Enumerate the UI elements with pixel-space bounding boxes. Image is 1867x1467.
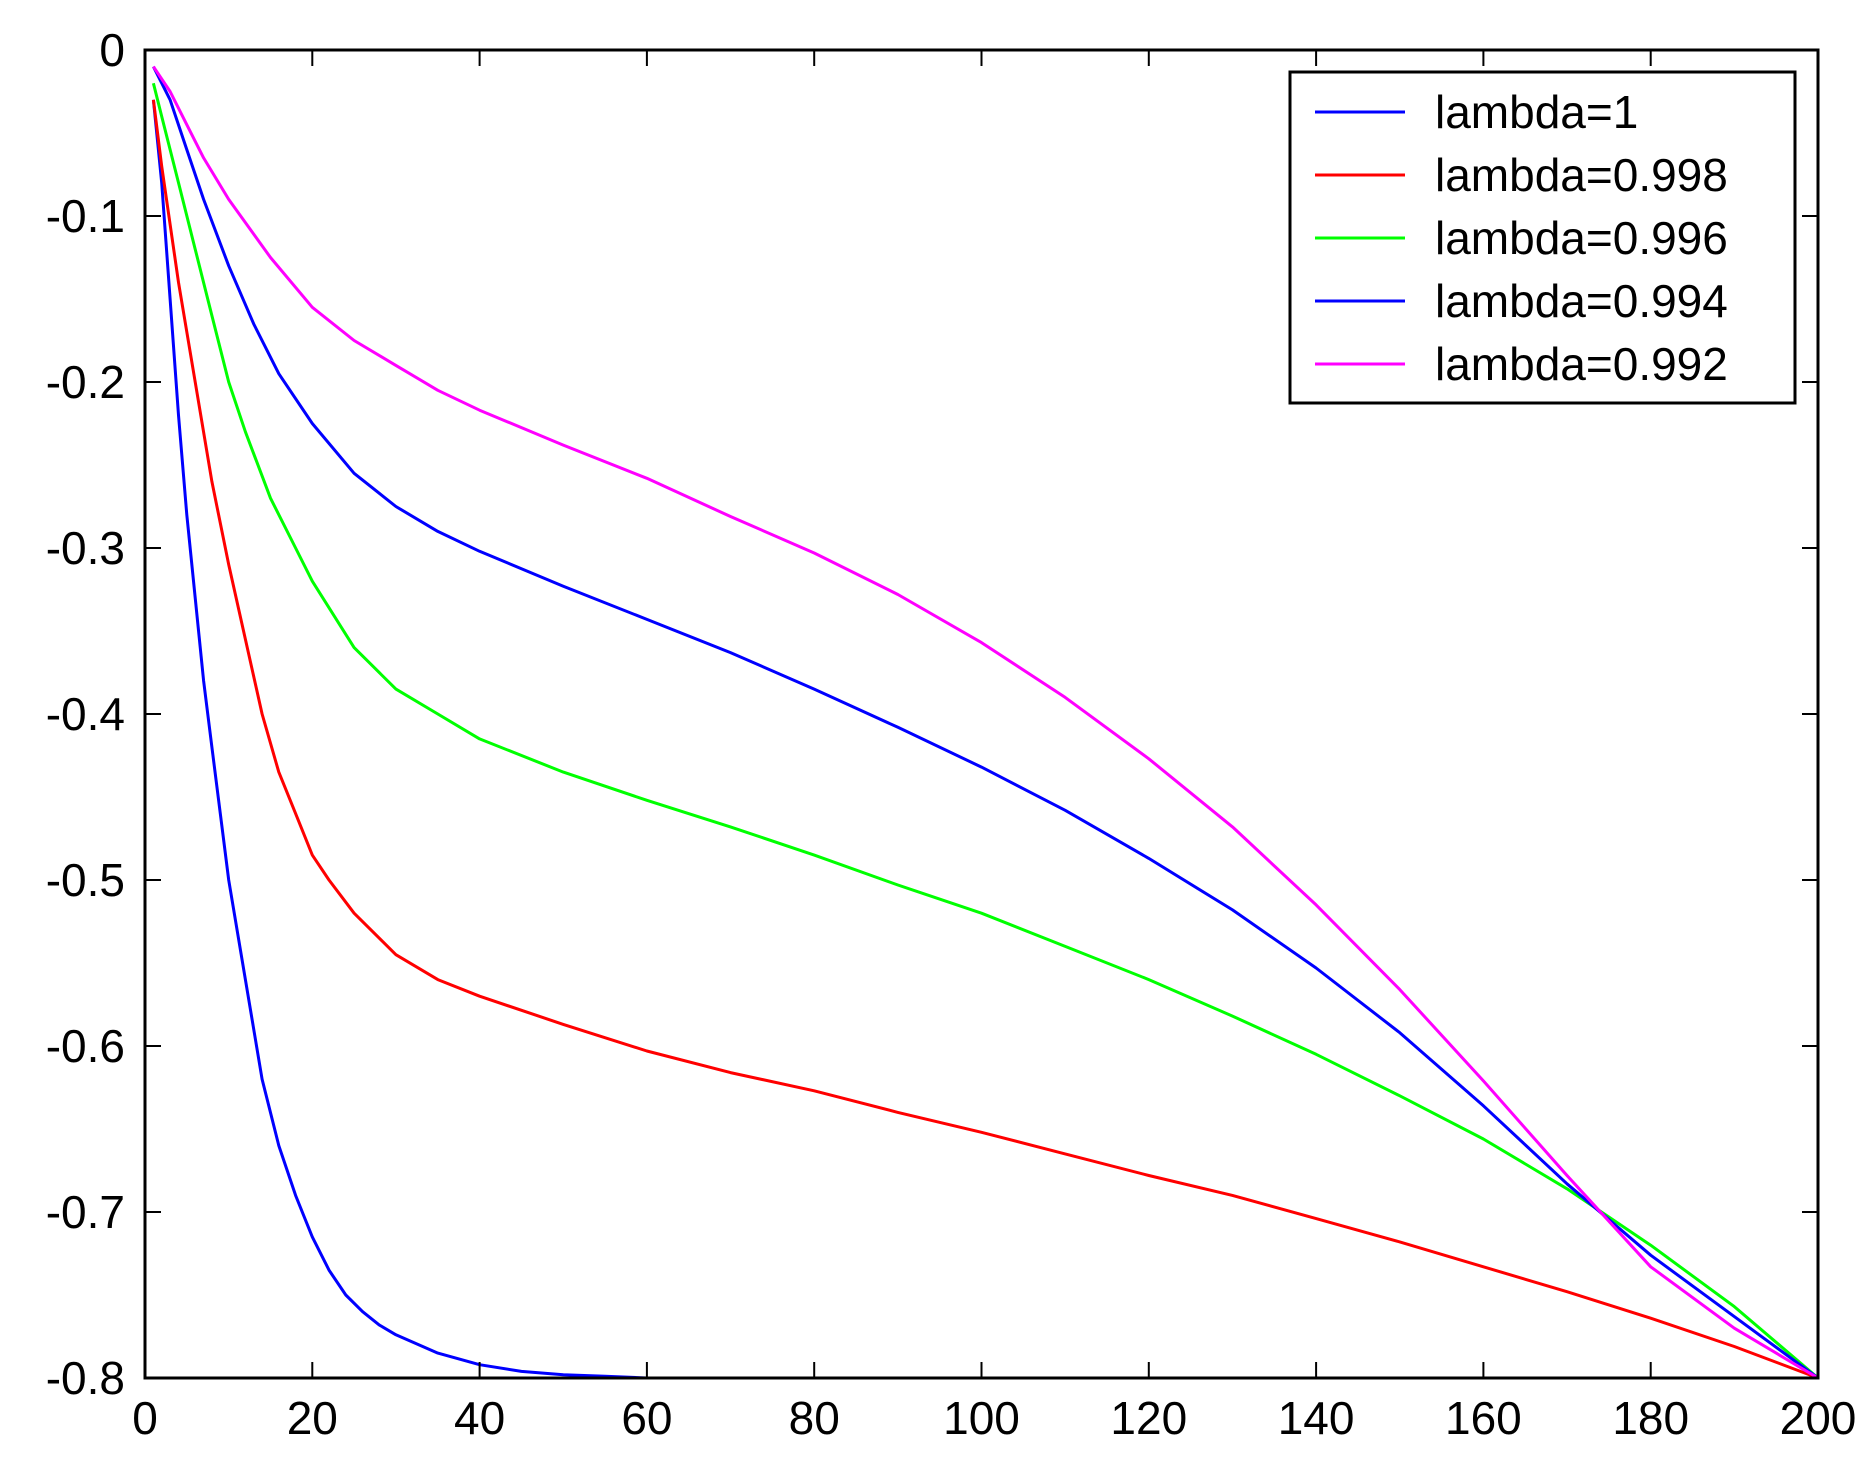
legend-label: lambda=0.994 <box>1435 275 1728 327</box>
legend-label: lambda=1 <box>1435 86 1638 138</box>
x-tick-label: 0 <box>132 1392 158 1444</box>
x-tick-label: 20 <box>287 1392 338 1444</box>
y-tick-label: -0.6 <box>46 1020 125 1072</box>
series-line-2 <box>151 99 1819 1380</box>
legend-label: lambda=0.996 <box>1435 212 1728 264</box>
y-tick-label: -0.1 <box>46 190 125 242</box>
x-tick-label: 60 <box>621 1392 672 1444</box>
x-tick-label: 80 <box>789 1392 840 1444</box>
y-tick-label: -0.2 <box>46 356 125 408</box>
y-tick-label: -0.4 <box>46 688 125 740</box>
x-tick-label: 40 <box>454 1392 505 1444</box>
x-tick-label: 100 <box>943 1392 1020 1444</box>
x-tick-label: 120 <box>1110 1392 1187 1444</box>
y-tick-label: -0.7 <box>46 1186 125 1238</box>
x-tick-label: 140 <box>1278 1392 1355 1444</box>
y-tick-label: -0.8 <box>46 1352 125 1404</box>
y-tick-label: 0 <box>99 24 125 76</box>
series-line-5 <box>152 65 1819 1380</box>
series-line-3 <box>151 82 1819 1380</box>
tick-layer: 0 20 40 60 80 100 120 140 160 180 200 0 -0.1 -0.2 -0.3… <box>46 24 1857 1444</box>
series-line-4 <box>152 65 1819 1380</box>
y-tick-label: -0.3 <box>46 522 125 574</box>
legend: lambda=1 lambda=0.998 lambda=0.996 lambda=0… <box>1288 70 1797 405</box>
y-tick-label: -0.5 <box>46 854 125 906</box>
x-tick-label: 200 <box>1780 1392 1857 1444</box>
x-tick-label: 180 <box>1612 1392 1689 1444</box>
legend-label: lambda=0.992 <box>1435 338 1728 390</box>
legend-label: lambda=0.998 <box>1435 149 1728 201</box>
x-tick-label: 160 <box>1445 1392 1522 1444</box>
